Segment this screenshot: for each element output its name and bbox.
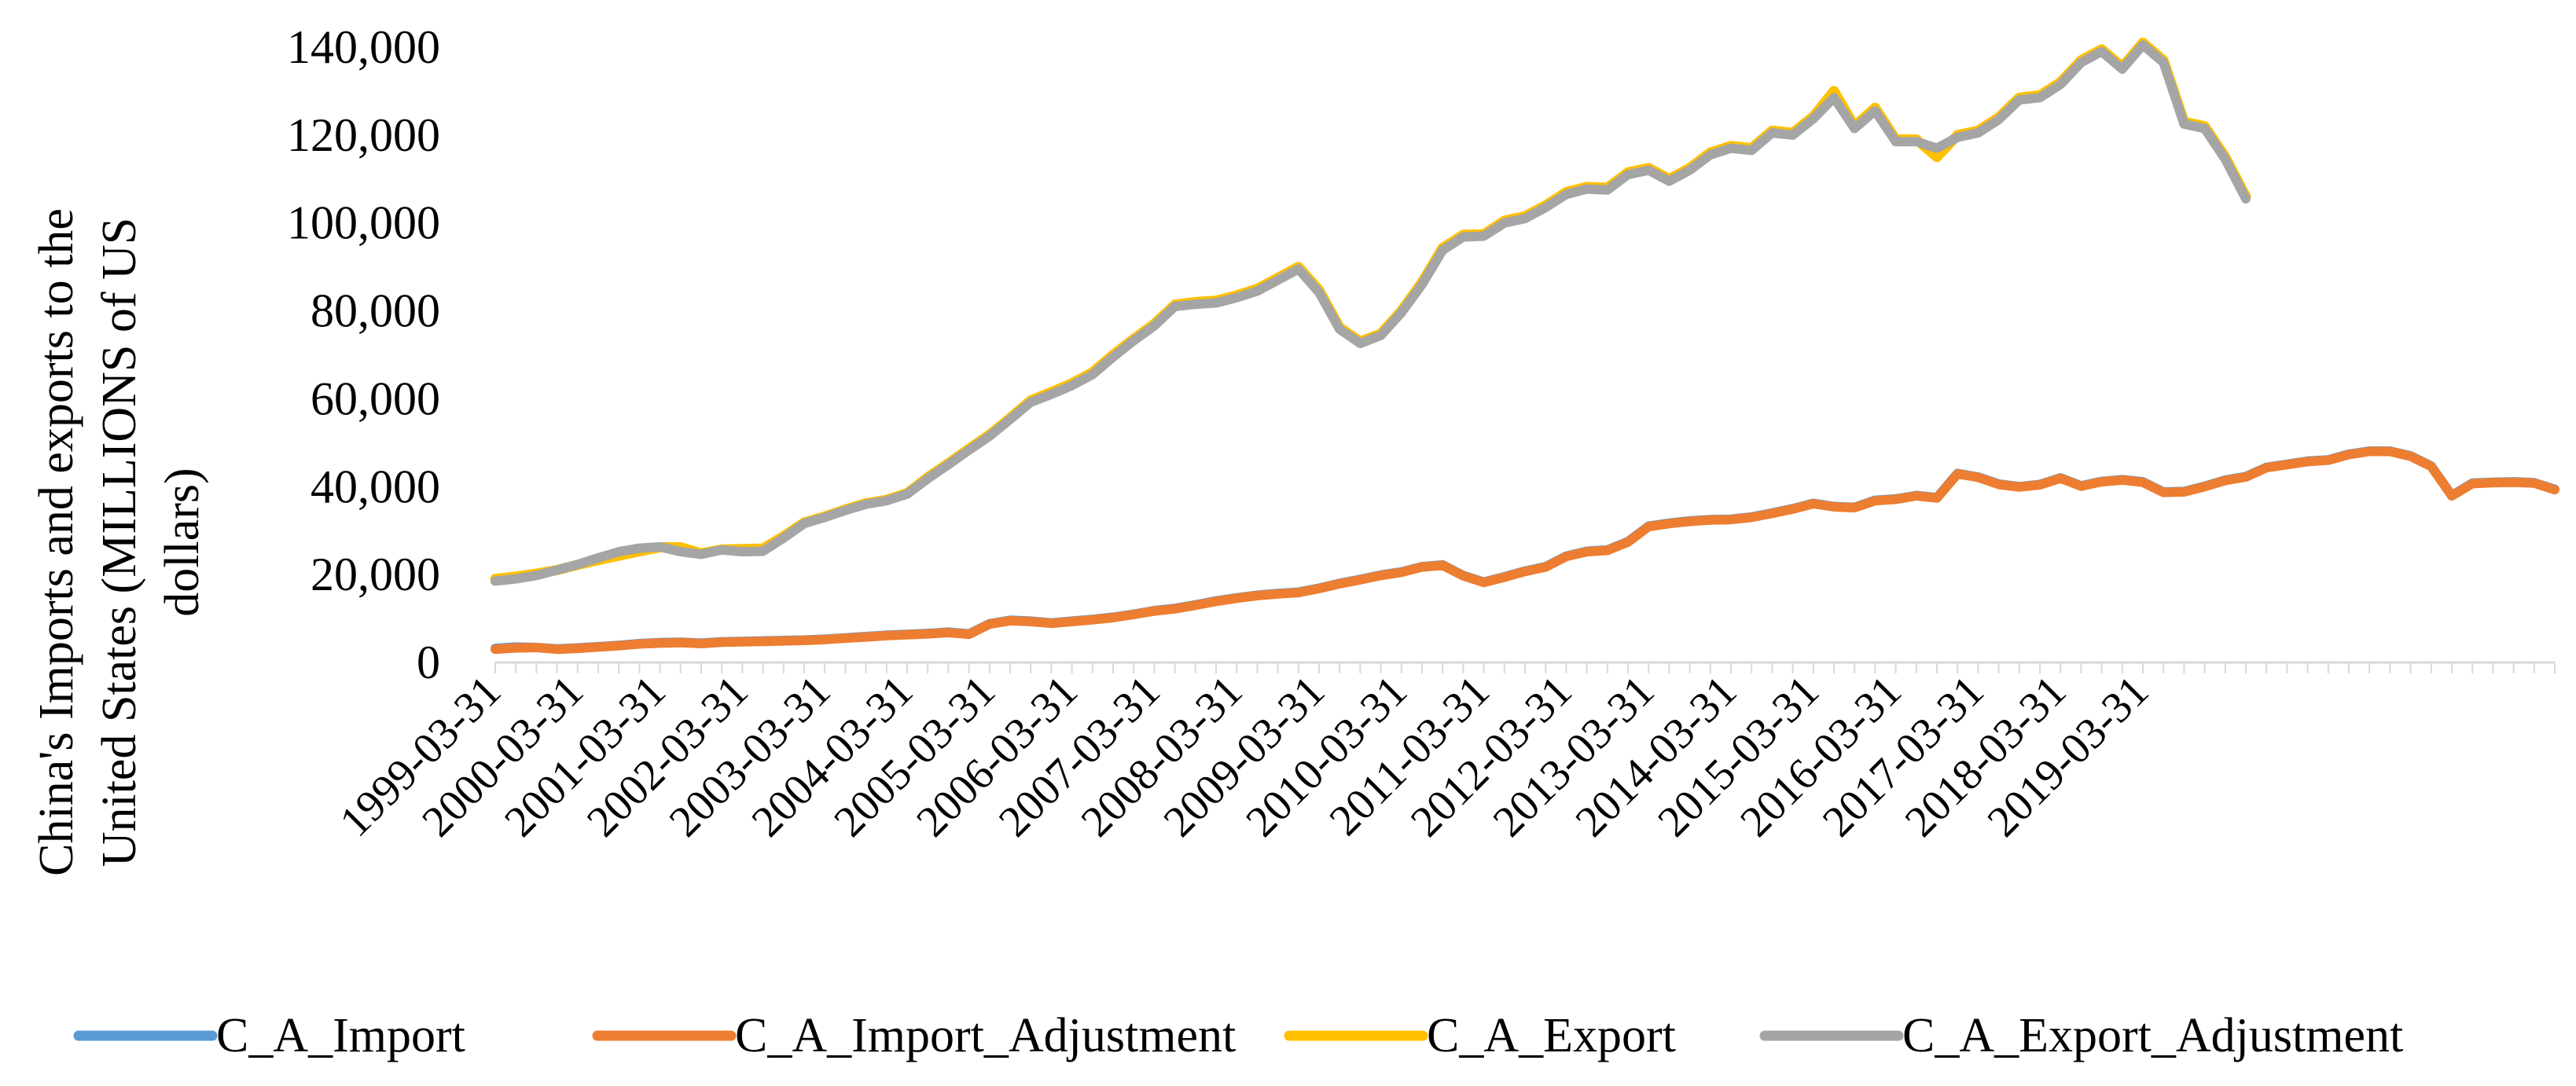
plot-area bbox=[490, 37, 2559, 655]
y-tick-label: 100,000 bbox=[287, 197, 440, 249]
y-tick-label: 120,000 bbox=[287, 109, 440, 161]
series-line-c-a-export-adjustment bbox=[491, 40, 2251, 586]
y-axis-title: China's Imports and exports to the Unite… bbox=[30, 208, 209, 876]
y-tick-label: 40,000 bbox=[311, 460, 440, 512]
legend: C_A_Import C_A_Import_Adjustment C_A_Expor… bbox=[73, 1009, 2403, 1062]
series-line-c-a-export bbox=[490, 37, 2251, 585]
y-axis-title-line-1: China's Imports and exports to the bbox=[30, 208, 83, 876]
y-tick-label: 140,000 bbox=[287, 21, 440, 73]
legend-label: C_A_Export_Adjustment bbox=[1902, 1009, 2403, 1062]
y-axis-title-line-2: United States (MILLIONS of US bbox=[93, 218, 146, 868]
y-axis-title-line-3: dollars) bbox=[156, 468, 209, 616]
series-line-c-a-import-adjustment bbox=[491, 446, 2559, 655]
y-tick-label: 80,000 bbox=[311, 285, 440, 337]
legend-label: C_A_Import bbox=[216, 1009, 465, 1062]
legend-label: C_A_Export bbox=[1427, 1009, 1676, 1062]
x-axis: 1999-03-312000-03-312001-03-312002-03-31… bbox=[331, 661, 2556, 846]
y-axis-ticks: 0 20,000 40,000 60,000 80,000 100,000 120,000 1… bbox=[287, 21, 440, 688]
y-tick-label: 60,000 bbox=[311, 372, 440, 424]
y-tick-label: 0 bbox=[417, 637, 440, 688]
y-tick-label: 20,000 bbox=[311, 549, 440, 600]
legend-label: C_A_Import_Adjustment bbox=[735, 1009, 1236, 1062]
